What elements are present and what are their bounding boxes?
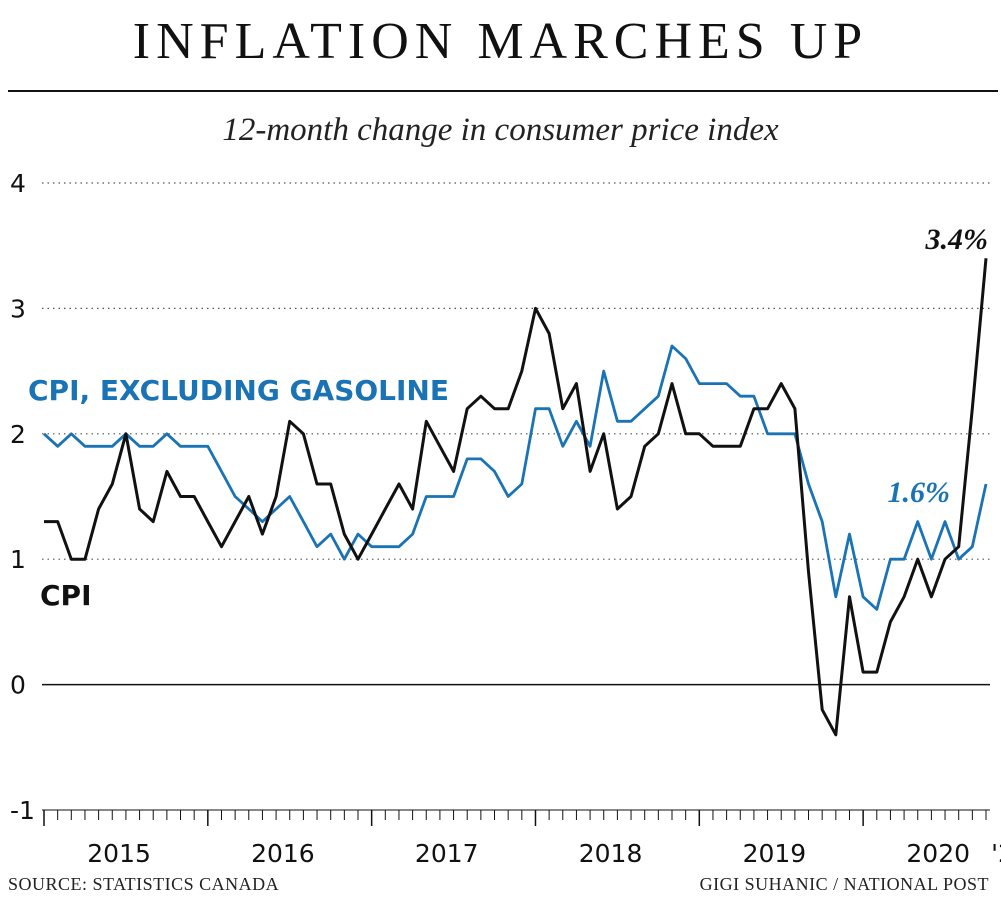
y-tick-label: 1 bbox=[10, 545, 26, 574]
x-tick-label: 2018 bbox=[579, 839, 643, 868]
chart-title: INFLATION MARCHES UP bbox=[132, 13, 869, 70]
source-credit: SOURCE: STATISTICS CANADA bbox=[8, 874, 280, 894]
annotation-cpi-value: 3.4% bbox=[925, 223, 989, 256]
y-tick-label: 0 bbox=[10, 671, 26, 700]
y-tick-label: 4 bbox=[10, 169, 26, 198]
annotation-cpi-ex-gasoline-value: 1.6% bbox=[888, 476, 951, 509]
y-tick-label: -1 bbox=[10, 796, 35, 825]
cpi-line bbox=[44, 258, 988, 737]
x-tick-label: 2020 bbox=[906, 839, 970, 868]
chart-subtitle: 12-month change in consumer price index bbox=[222, 112, 779, 148]
x-tick-label: 2017 bbox=[415, 839, 479, 868]
x-tick-label: 2019 bbox=[743, 839, 807, 868]
cpi-ex-gasoline-line bbox=[43, 344, 988, 611]
y-tick-label: 3 bbox=[10, 294, 26, 323]
series-label-cpi: CPI bbox=[40, 579, 92, 612]
author-credit: GIGI SUHANIC / NATIONAL POST bbox=[699, 874, 989, 894]
series-label-cpi-ex-gasoline: CPI, EXCLUDING GASOLINE bbox=[28, 374, 449, 407]
x-tick-label: 2015 bbox=[87, 839, 151, 868]
y-tick-label: 2 bbox=[10, 420, 26, 449]
x-tick-label: '21 bbox=[991, 839, 1001, 868]
x-tick-label: 2016 bbox=[251, 839, 315, 868]
title-divider bbox=[8, 90, 998, 92]
